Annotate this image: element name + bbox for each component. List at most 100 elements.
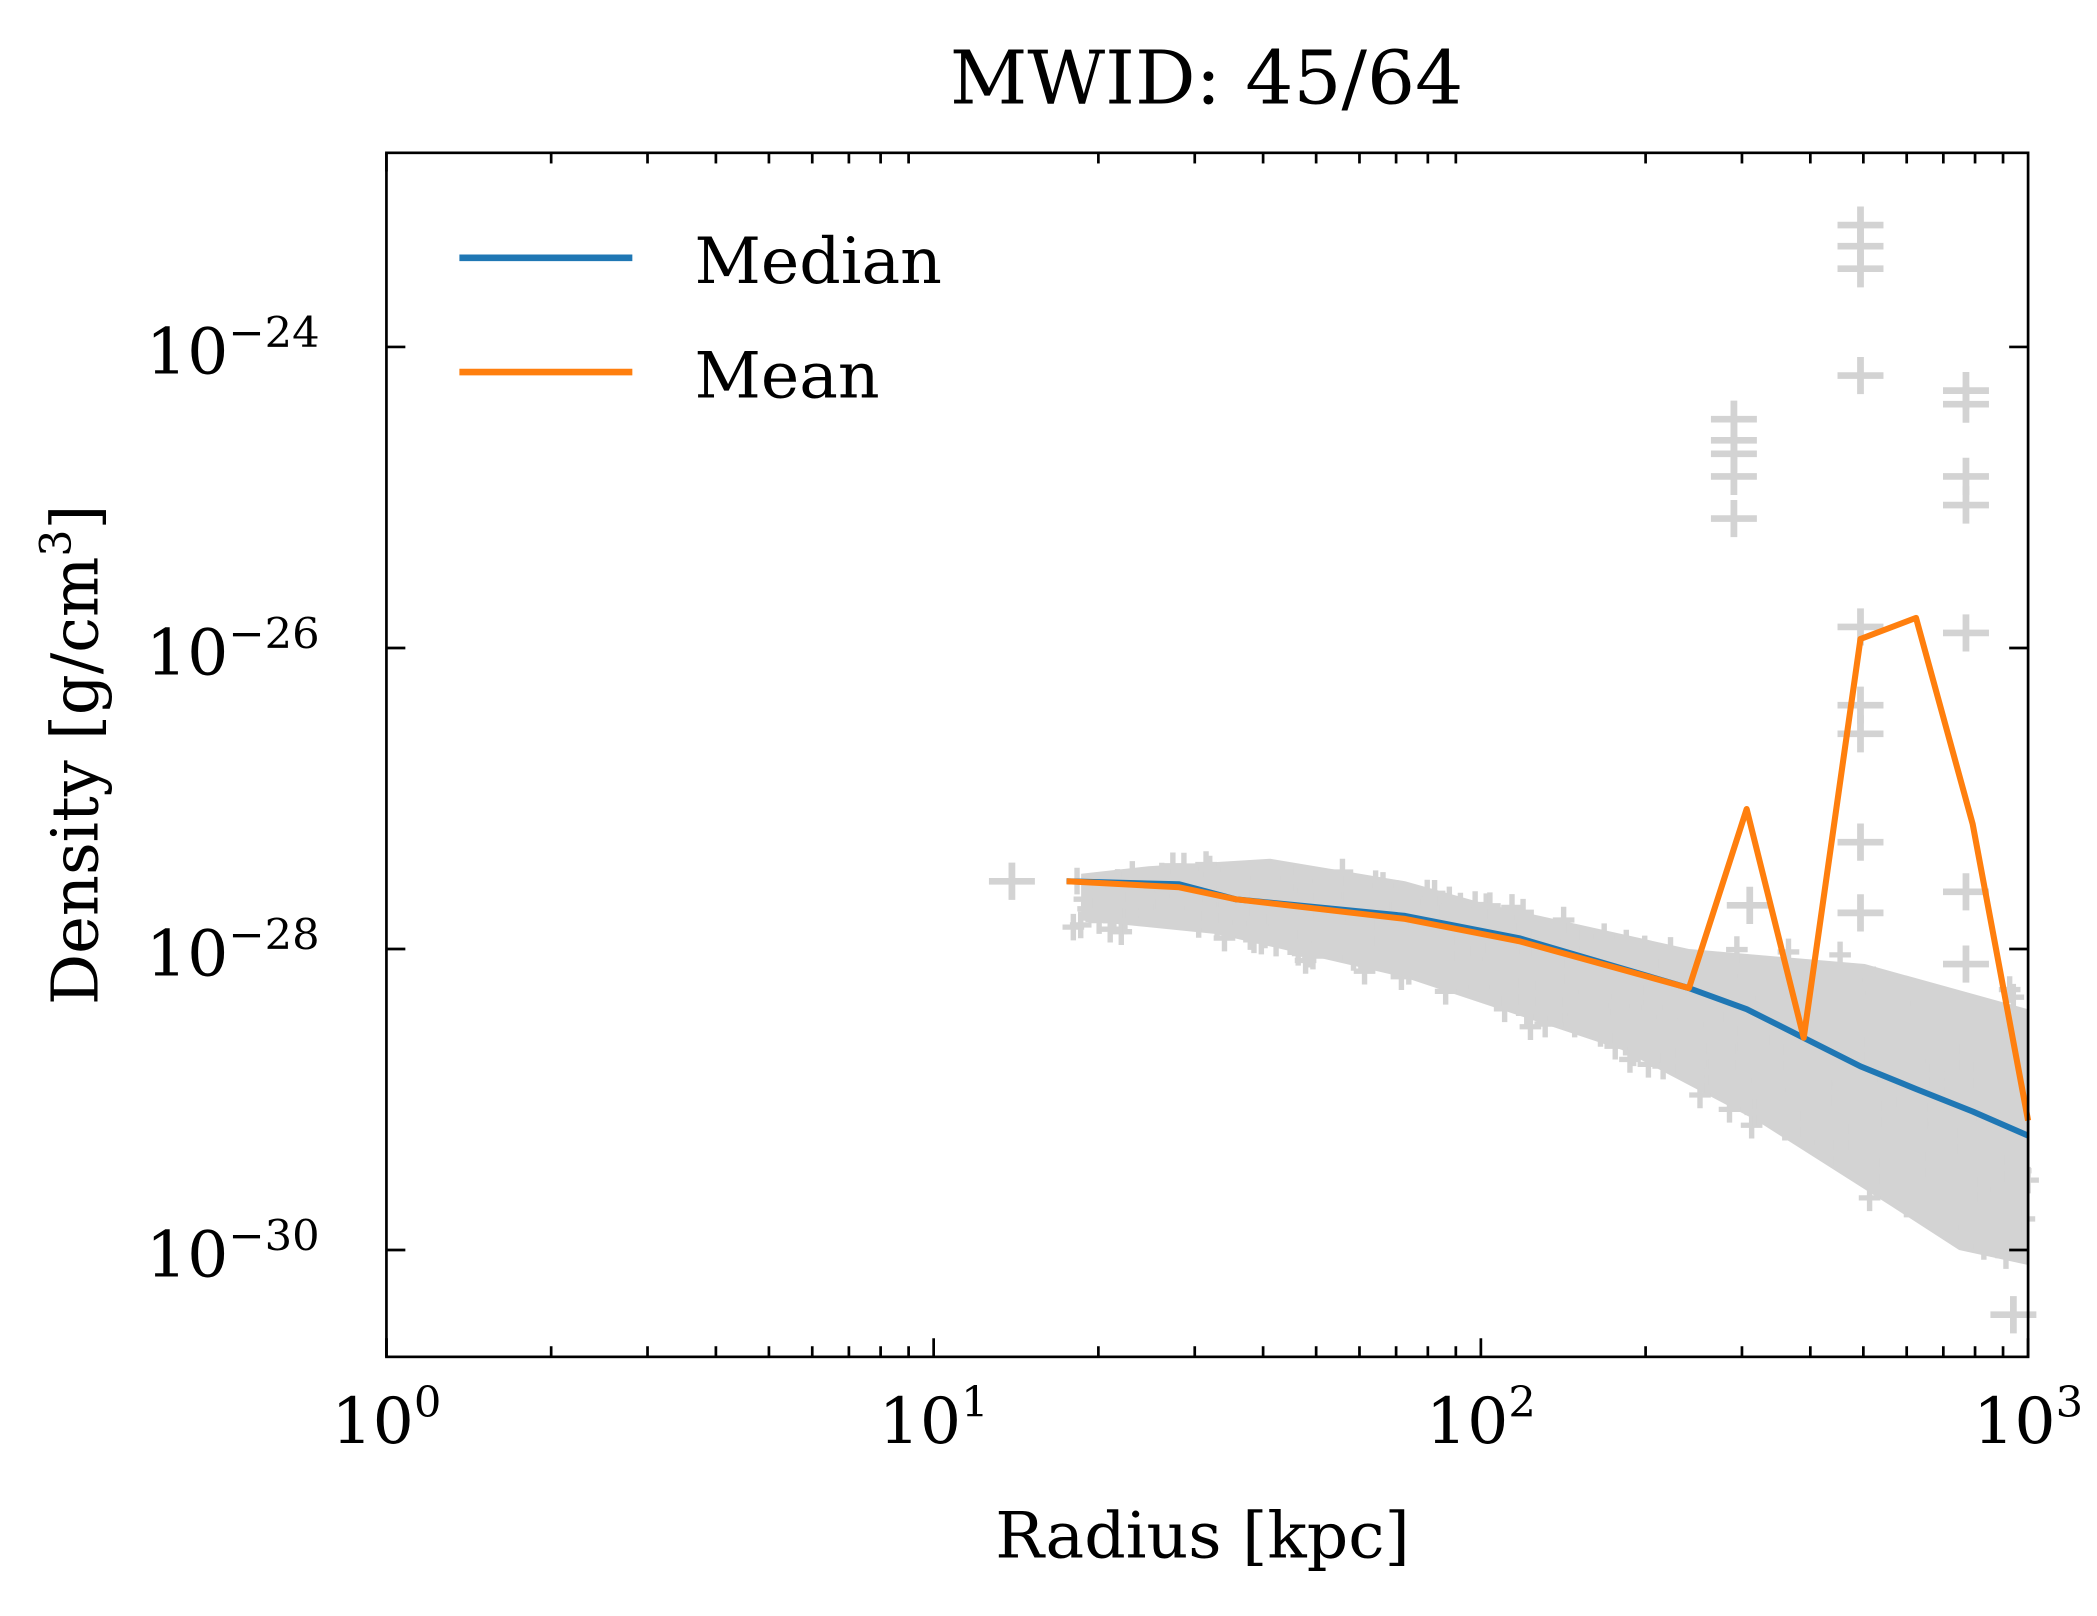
scatter-point xyxy=(1707,1034,1730,1062)
y-tick-label: 10−24 xyxy=(146,308,320,389)
scatter-point xyxy=(1549,996,1571,1024)
scatter-point xyxy=(1726,936,1748,963)
scatter-point xyxy=(1350,942,1372,970)
scatter-point xyxy=(1844,979,1866,1007)
scatter-point xyxy=(1254,921,1276,949)
scatter-dense-band xyxy=(1081,858,2029,1266)
scatter-point xyxy=(1604,1032,1627,1060)
scatter-point xyxy=(1932,1020,1955,1047)
scatter-point xyxy=(1792,1110,1815,1138)
scatter-point xyxy=(1810,1016,1833,1044)
scatter-point xyxy=(1807,1048,1829,1076)
scatter-point xyxy=(1541,953,1564,981)
scatter-point xyxy=(1991,1155,2014,1182)
scatter-point xyxy=(1858,1184,1881,1212)
scatter-point xyxy=(1397,958,1420,985)
scatter-outlier-point xyxy=(1990,1296,2037,1334)
x-tick-label: 101 xyxy=(879,1378,989,1459)
scatter-point xyxy=(1873,1100,1896,1128)
scatter-point xyxy=(1302,942,1324,970)
chart-title: MWID: 45/64 xyxy=(950,34,1463,121)
scatter-point xyxy=(1928,1121,1951,1149)
scatter-point xyxy=(1228,864,1251,892)
scatter-point xyxy=(1563,1010,1586,1038)
scatter-point xyxy=(1593,923,1615,950)
series-lines xyxy=(1066,614,2032,1139)
legend-label-mean: Mean xyxy=(694,339,879,413)
scatter-point xyxy=(1729,1025,1752,1052)
scatter-point xyxy=(1884,1011,1907,1038)
scatter-outlier-point xyxy=(1943,486,1989,524)
scatter-outlier-point xyxy=(1726,886,1773,924)
scatter-point xyxy=(1372,872,1394,899)
scatter-point xyxy=(1265,929,1287,957)
scatter-point xyxy=(1818,1079,1840,1106)
scatter-point xyxy=(1633,935,1656,963)
scatter-point xyxy=(1667,1047,1689,1075)
scatter-point xyxy=(1869,1031,1892,1059)
scatter-point xyxy=(1158,887,1180,915)
scatter-outlier-point xyxy=(1943,385,1989,423)
scatter-point xyxy=(1766,968,1789,995)
scatter-point xyxy=(1173,852,1195,880)
scatter-point xyxy=(1195,851,1217,878)
scatter-point xyxy=(1611,983,1634,1010)
scatter-point xyxy=(1925,1047,1947,1075)
scatter-point xyxy=(1445,934,1468,962)
scatter-point xyxy=(1987,1060,2010,1087)
scatter-outlier-point xyxy=(1943,945,1989,983)
scatter-point xyxy=(1737,962,1759,990)
scatter-point xyxy=(1479,892,1501,920)
legend-label-median: Median xyxy=(694,225,941,299)
scatter-point xyxy=(1630,984,1652,1011)
scatter-point xyxy=(1718,1096,1741,1123)
plot-frame xyxy=(385,151,2030,1359)
scatter-point xyxy=(1501,894,1523,921)
scatter-point xyxy=(1652,1052,1674,1080)
scatter-outlier-point xyxy=(1710,499,1757,538)
y-tick-label: 10−28 xyxy=(146,910,320,991)
scatter-point xyxy=(1556,957,1579,984)
scatter-point xyxy=(1825,1139,1848,1167)
scatter-point xyxy=(1331,858,1354,886)
scatter-point xyxy=(1958,1214,1980,1241)
scatter-point xyxy=(1206,910,1228,937)
scatter-point xyxy=(1950,1043,1973,1071)
scatter-outlier-point xyxy=(1943,873,1989,911)
scatter-point xyxy=(1069,911,1092,939)
scatter-point xyxy=(1600,1019,1623,1047)
scatter-point xyxy=(1862,966,1885,994)
scatter-point xyxy=(1394,885,1416,913)
scatter-point xyxy=(1821,996,1844,1023)
scatter-point xyxy=(1917,1151,1940,1178)
scatter-point xyxy=(1578,978,1601,1006)
axis-ticks: 100 101 102 103 10−24 10−26 10−28 10−30 xyxy=(146,152,2083,1459)
scatter-point xyxy=(1700,1058,1722,1086)
scatter-point xyxy=(1095,890,1118,918)
series-line-mean xyxy=(1066,614,2032,1122)
scatter-point xyxy=(1847,985,1870,1012)
scatter-point xyxy=(1114,907,1136,935)
scatter-point xyxy=(1836,1108,1859,1135)
x-tick-label: 102 xyxy=(1426,1378,1536,1459)
scatter-point xyxy=(1773,1113,1796,1141)
scatter-point xyxy=(1814,1129,1837,1156)
scatter-point xyxy=(1751,1066,1774,1094)
scatter-point xyxy=(1969,1176,1991,1203)
scatter-point xyxy=(1434,978,1457,1005)
scatter-outlier-point xyxy=(1837,356,1884,395)
scatter-point xyxy=(1552,906,1575,934)
scatter-point xyxy=(1534,1010,1556,1038)
scatter-point xyxy=(1423,879,1446,907)
scatter-point xyxy=(1980,1133,2003,1160)
scatter-point xyxy=(1361,919,1383,947)
scatter-point xyxy=(1914,1102,1936,1129)
scatter-point xyxy=(1545,1000,1568,1027)
scatter-point xyxy=(1895,1190,1918,1218)
scatter-point xyxy=(1840,1123,1862,1151)
scatter-point xyxy=(1280,864,1302,892)
scatter-point xyxy=(1851,1036,1874,1063)
y-tick-label: 10−30 xyxy=(146,1211,320,1292)
scatter-point xyxy=(1353,957,1376,985)
